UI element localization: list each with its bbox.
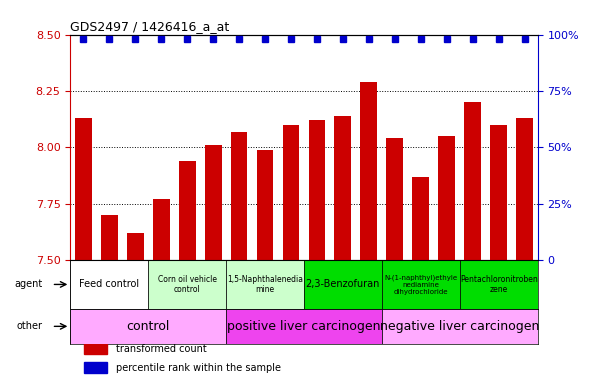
Text: percentile rank within the sample: percentile rank within the sample — [116, 363, 281, 373]
Bar — [70, 260, 148, 309]
Bar — [84, 343, 107, 354]
Text: positive liver carcinogen: positive liver carcinogen — [227, 320, 381, 333]
Bar — [75, 118, 92, 260]
Bar — [490, 125, 507, 260]
Bar — [148, 260, 226, 309]
Bar — [438, 136, 455, 260]
Bar — [257, 150, 274, 260]
Bar — [205, 145, 222, 260]
Text: GDS2497 / 1426416_a_at: GDS2497 / 1426416_a_at — [70, 20, 230, 33]
Text: agent: agent — [14, 280, 42, 290]
Bar — [153, 199, 170, 260]
Text: 1,5-Naphthalenedia
mine: 1,5-Naphthalenedia mine — [227, 275, 303, 294]
Bar — [334, 116, 351, 260]
Text: 2,3-Benzofuran: 2,3-Benzofuran — [306, 280, 380, 290]
Bar — [516, 118, 533, 260]
Text: other: other — [16, 321, 42, 331]
Text: Corn oil vehicle
control: Corn oil vehicle control — [158, 275, 217, 294]
Bar — [282, 125, 299, 260]
Text: negative liver carcinogen: negative liver carcinogen — [380, 320, 540, 333]
Bar — [126, 233, 144, 260]
Bar — [309, 120, 326, 260]
Bar — [459, 260, 538, 309]
Text: Feed control: Feed control — [79, 280, 139, 290]
Bar — [304, 260, 382, 309]
Bar — [230, 132, 247, 260]
Text: control: control — [126, 320, 170, 333]
Bar — [70, 309, 226, 344]
Bar — [386, 138, 403, 260]
Bar — [412, 177, 430, 260]
Bar — [101, 215, 118, 260]
Bar — [84, 362, 107, 373]
Text: Pentachloronitroben
zene: Pentachloronitroben zene — [460, 275, 538, 294]
Bar — [382, 309, 538, 344]
Bar — [464, 102, 481, 260]
Text: N-(1-naphthyl)ethyle
nediamine
dihydrochloride: N-(1-naphthyl)ethyle nediamine dihydroch… — [384, 274, 458, 295]
Text: transformed count: transformed count — [116, 344, 207, 354]
Bar — [382, 260, 459, 309]
Bar — [226, 309, 382, 344]
Bar — [178, 161, 196, 260]
Bar — [226, 260, 304, 309]
Bar — [360, 82, 378, 260]
